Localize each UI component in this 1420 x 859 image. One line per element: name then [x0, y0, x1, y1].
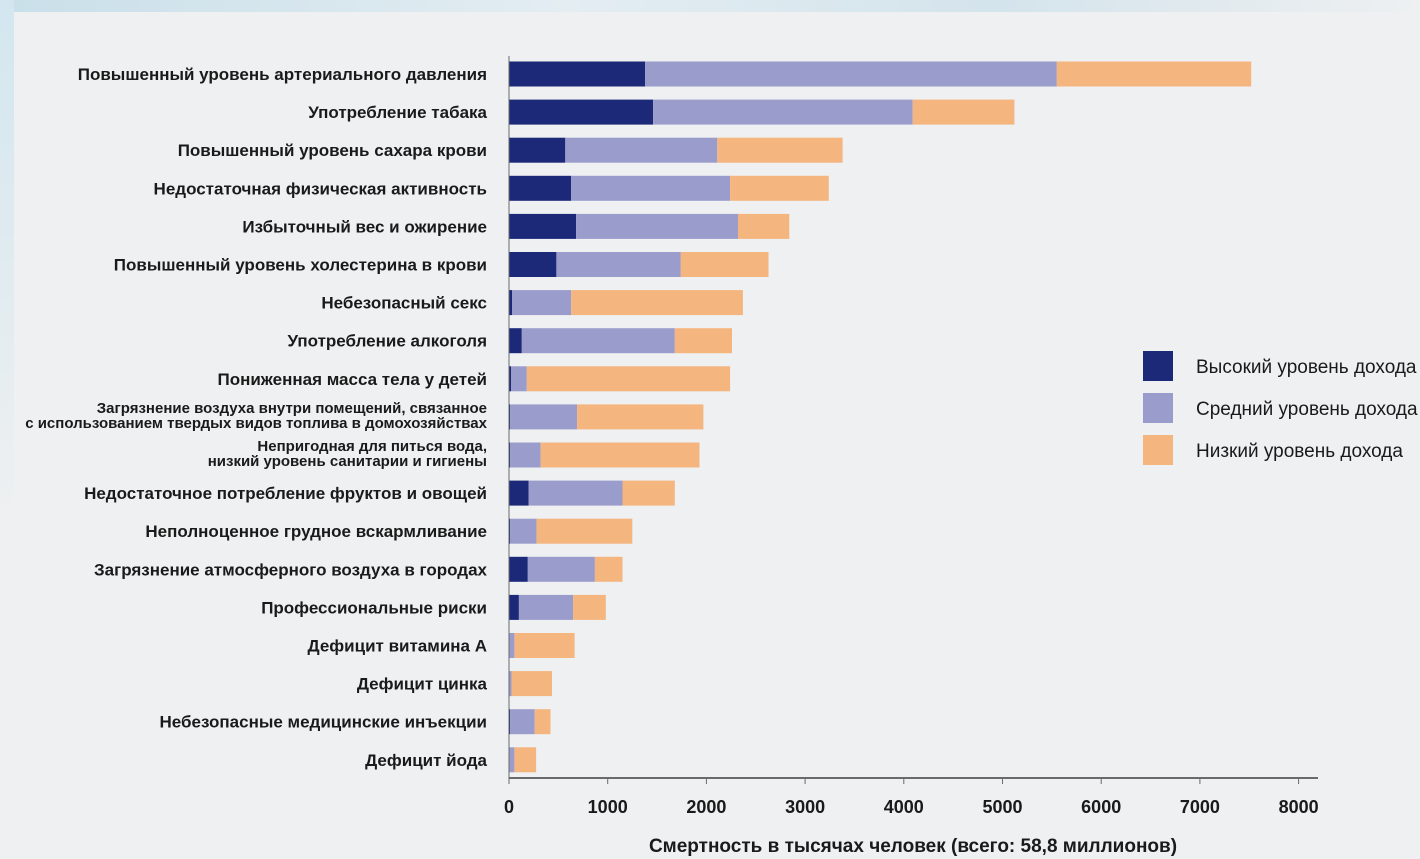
category-label-10: Непригодная для питься вода, низкий урове…: [208, 438, 487, 470]
x-tick-label-7: 7000: [1180, 797, 1220, 817]
bar-segment-13-0: [509, 556, 528, 582]
category-label-7: Употребление алкоголя: [287, 332, 487, 351]
legend-label-0: Высокий уровень дохода: [1196, 357, 1417, 378]
category-label-10-line-0: Непригодная для питься вода,: [257, 438, 487, 455]
x-tick-label-2: 2000: [686, 797, 726, 817]
bar-segment-4-2: [738, 213, 790, 239]
category-label-8: Пониженная масса тела у детей: [217, 370, 487, 389]
bar-segment-10-2: [540, 442, 700, 468]
category-label-2: Повышенный уровень сахара крови: [178, 141, 487, 160]
x-axis-title: Смертность в тысячах человек (всего: 58,…: [649, 836, 1177, 857]
bar-segment-3-1: [571, 175, 731, 201]
category-label-9-line-0: Загрязнение воздуха внутри помещений, св…: [97, 400, 487, 417]
bar-segment-16-2: [511, 671, 552, 697]
bars-layer: [509, 61, 1252, 773]
bar-segment-5-0: [509, 252, 557, 277]
bar-segment-1-2: [912, 99, 1015, 125]
bar-segment-14-1: [518, 594, 574, 620]
bar-segment-15-2: [514, 633, 575, 658]
category-label-10-line-1: низкий уровень санитарии и гигиены: [208, 453, 487, 470]
x-tick-label-6: 6000: [1081, 797, 1121, 817]
bar-segment-10-1: [510, 442, 541, 468]
legend-label-1: Средний уровень дохода: [1196, 399, 1418, 420]
x-tick-label-8: 8000: [1279, 797, 1319, 817]
category-label-9: Загрязнение воздуха внутри помещений, св…: [25, 400, 487, 432]
bar-segment-13-2: [594, 556, 623, 582]
bar-segment-7-1: [521, 328, 675, 354]
category-label-14: Профессиональные риски: [261, 598, 487, 617]
bar-segment-2-2: [717, 137, 843, 163]
bar-segment-0-1: [645, 61, 1057, 87]
bar-segment-8-0: [509, 366, 511, 392]
bar-segment-18-2: [514, 747, 537, 773]
category-label-6: Небезопасный секс: [321, 294, 487, 313]
bar-segment-8-1: [511, 366, 527, 392]
bar-segment-9-1: [510, 404, 578, 430]
bar-segment-1-0: [509, 99, 654, 125]
legend-swatch-1: [1143, 393, 1173, 423]
x-tick-label-1: 1000: [588, 797, 628, 817]
bar-segment-11-0: [509, 480, 529, 506]
bar-segment-5-2: [680, 252, 769, 277]
bar-segment-9-2: [577, 404, 704, 430]
legend: Высокий уровень дохода Средний уровень до…: [1143, 351, 1418, 465]
bar-segment-11-1: [528, 480, 623, 506]
bar-segment-1-1: [653, 99, 913, 125]
bar-segment-15-1: [509, 633, 515, 658]
legend-swatch-2: [1143, 435, 1173, 465]
bar-segment-4-1: [576, 213, 738, 239]
bar-segment-8-2: [526, 366, 731, 392]
bar-segment-2-1: [565, 137, 718, 163]
category-label-17: Небезопасные медицинские инъекции: [160, 713, 487, 732]
bar-segment-6-1: [512, 290, 572, 316]
bar-segment-7-0: [509, 328, 522, 354]
legend-label-2: Низкий уровень дохода: [1196, 441, 1403, 462]
x-tick-label-4: 4000: [884, 797, 924, 817]
bar-segment-18-1: [509, 747, 515, 773]
x-tick-label-3: 3000: [785, 797, 825, 817]
category-label-15: Дефицит витамина А: [308, 637, 487, 656]
bar-segment-17-2: [534, 709, 551, 735]
category-label-0: Повышенный уровень артериального давлени…: [78, 65, 487, 84]
bar-segment-12-1: [510, 518, 537, 544]
category-labels: Повышенный уровень артериального давлени…: [25, 65, 487, 770]
category-label-4: Избыточный вес и ожирение: [242, 217, 487, 236]
category-label-18: Дефицит йода: [365, 751, 487, 770]
bar-segment-11-2: [622, 480, 675, 506]
category-label-1: Употребление табака: [308, 103, 487, 122]
category-label-5: Повышенный уровень холестерина в крови: [114, 256, 487, 275]
bar-segment-3-0: [509, 175, 572, 201]
bar-segment-0-2: [1056, 61, 1252, 87]
category-label-13: Загрязнение атмосферного воздуха в город…: [94, 560, 488, 579]
bar-segment-14-0: [509, 594, 519, 620]
category-label-12: Неполноценное грудное вскармливание: [145, 522, 487, 541]
bar-segment-12-2: [536, 518, 633, 544]
category-label-16: Дефицит цинка: [357, 675, 488, 694]
background-top-strip: [0, 0, 1420, 12]
bar-segment-16-1: [509, 671, 512, 697]
bar-segment-14-2: [573, 594, 606, 620]
category-label-3: Недостаточная физическая активность: [154, 179, 487, 198]
x-tick-label-5: 5000: [982, 797, 1022, 817]
category-label-11: Недостаточное потребление фруктов и овощ…: [84, 484, 487, 503]
category-label-9-line-1: с использованием твердых видов топлива в…: [25, 415, 487, 432]
bar-segment-4-0: [509, 213, 577, 239]
x-axis-ticks: 0 1000 2000 3000 4000 5000 6000 7000 8000: [504, 778, 1319, 817]
bar-segment-2-0: [509, 137, 566, 163]
bar-segment-6-0: [509, 290, 512, 316]
background-left-strip: [0, 0, 14, 859]
legend-swatch-0: [1143, 351, 1173, 381]
bar-segment-17-1: [510, 709, 535, 735]
x-tick-label-0: 0: [504, 797, 514, 817]
bar-segment-7-2: [674, 328, 732, 354]
bar-segment-13-1: [527, 556, 595, 582]
bar-segment-0-0: [509, 61, 646, 87]
bar-segment-3-2: [730, 175, 829, 201]
bar-segment-6-2: [571, 290, 743, 316]
bar-segment-5-1: [556, 252, 681, 277]
